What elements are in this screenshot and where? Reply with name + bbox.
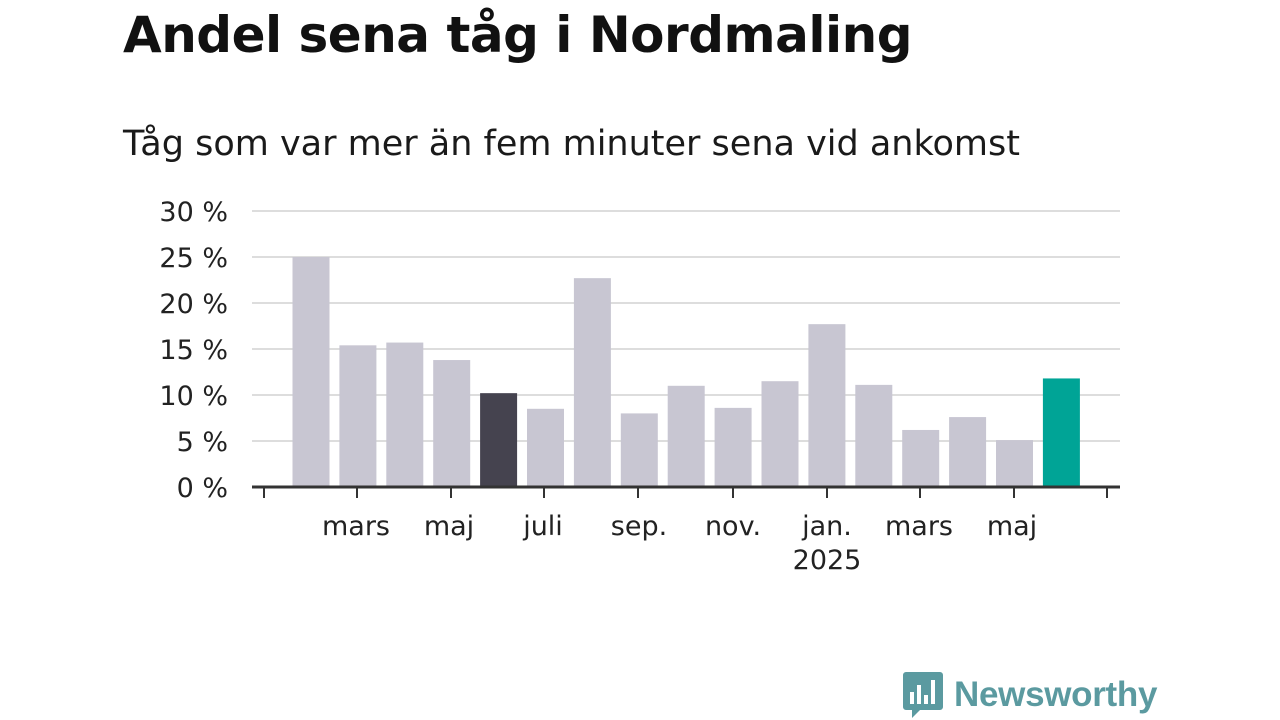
y-tick-label: 20 % — [159, 289, 228, 320]
bar-chart: 0 % 5 % 10 % 15 % 20 % 25 % 30 % mars maj juli sep… — [159, 197, 1120, 576]
bar — [527, 408, 564, 487]
x-tick-label: maj — [987, 511, 1037, 542]
x-tick-label: maj — [424, 511, 474, 542]
bar — [667, 385, 705, 487]
bar — [433, 360, 471, 487]
x-tick-label: mars — [322, 511, 390, 542]
bar — [339, 345, 377, 487]
bar — [949, 417, 987, 487]
chart-subtitle: Tåg som var mer än fem minuter sena vid … — [123, 124, 1020, 164]
y-tick-label: 10 % — [159, 381, 228, 412]
bar — [386, 342, 424, 487]
bar — [292, 257, 330, 487]
x-tick-label: sep. — [611, 511, 667, 542]
bar — [761, 381, 799, 487]
x-tick-year-label: 2025 — [793, 545, 862, 576]
bar — [573, 278, 611, 487]
bar — [714, 407, 752, 487]
bar — [902, 429, 940, 487]
y-tick-label: 15 % — [159, 335, 228, 366]
y-tick-label: 5 % — [177, 427, 228, 458]
bar — [480, 393, 518, 487]
x-tick-label: jan. — [801, 511, 852, 542]
y-tick-label: 0 % — [177, 473, 228, 504]
brand-name: Newsworthy — [954, 675, 1158, 714]
y-tick-label: 25 % — [159, 243, 228, 274]
brand-logo: Newsworthy — [902, 670, 1157, 720]
bar — [808, 324, 846, 487]
y-tick-label: 30 % — [159, 197, 228, 228]
newsworthy-logo-icon — [903, 672, 943, 718]
chart-title: Andel sena tåg i Nordmaling — [123, 6, 913, 64]
bar — [996, 440, 1033, 487]
x-tick-label: nov. — [705, 511, 761, 542]
bar — [620, 413, 658, 487]
x-tick-label: juli — [522, 511, 563, 542]
bar — [1042, 378, 1080, 487]
x-tick-label: mars — [885, 511, 953, 542]
bar — [855, 384, 893, 487]
